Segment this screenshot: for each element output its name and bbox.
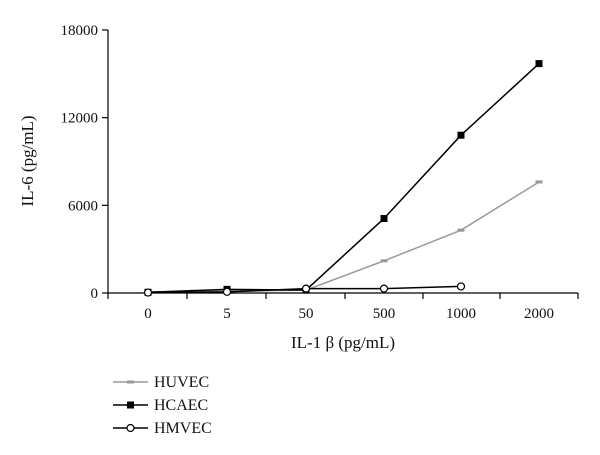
data-point-hmvec (143, 288, 153, 297)
y-tick-label: 18000 (61, 23, 99, 39)
x-tick-label: 0 (144, 306, 152, 322)
x-tick-label: 5 (223, 306, 231, 322)
y-tick-label: 6000 (68, 198, 98, 214)
series-lines (147, 63, 540, 294)
series-line-hcaec (147, 63, 540, 294)
legend-item-hmvec: HMVEC (113, 420, 212, 437)
data-point-hmvec (379, 284, 389, 293)
data-point-huvec (380, 259, 388, 263)
legend-marker-hmvec (126, 423, 135, 433)
x-ticks: 0 5 50 500 1000 2000 (107, 293, 579, 322)
legend: HUVEC HCAEC HMVEC (113, 374, 212, 437)
x-tick-label: 500 (373, 306, 396, 322)
data-point-hcaec (457, 131, 465, 139)
data-point-hmvec (301, 284, 311, 293)
legend-marker-huvec (127, 380, 134, 384)
series-markers (143, 60, 543, 297)
x-tick-label: 50 (299, 306, 314, 322)
legend-label-hmvec: HMVEC (154, 420, 212, 437)
data-point-huvec (457, 228, 465, 232)
legend-label-huvec: HUVEC (154, 374, 209, 391)
axes (107, 30, 578, 294)
y-tick-label: 12000 (61, 111, 99, 127)
x-tick-label: 1000 (446, 306, 476, 322)
data-point-hmvec (222, 287, 232, 296)
y-axis-title: IL-6 (pg/mL) (18, 115, 37, 206)
data-point-hcaec (380, 214, 388, 222)
data-point-hmvec (456, 282, 466, 291)
legend-item-huvec: HUVEC (113, 374, 209, 391)
y-tick-label: 0 (91, 286, 99, 302)
x-axis-title: IL-1 β (pg/mL) (291, 333, 395, 352)
legend-label-hcaec: HCAEC (154, 397, 208, 414)
data-point-huvec (535, 180, 543, 184)
x-tick-label: 2000 (524, 306, 554, 322)
legend-marker-hcaec (127, 401, 134, 409)
data-point-hcaec (535, 60, 543, 68)
y-ticks: 0 6000 12000 18000 (61, 23, 108, 302)
series-line-huvec (147, 181, 540, 293)
legend-item-hcaec: HCAEC (113, 397, 208, 414)
